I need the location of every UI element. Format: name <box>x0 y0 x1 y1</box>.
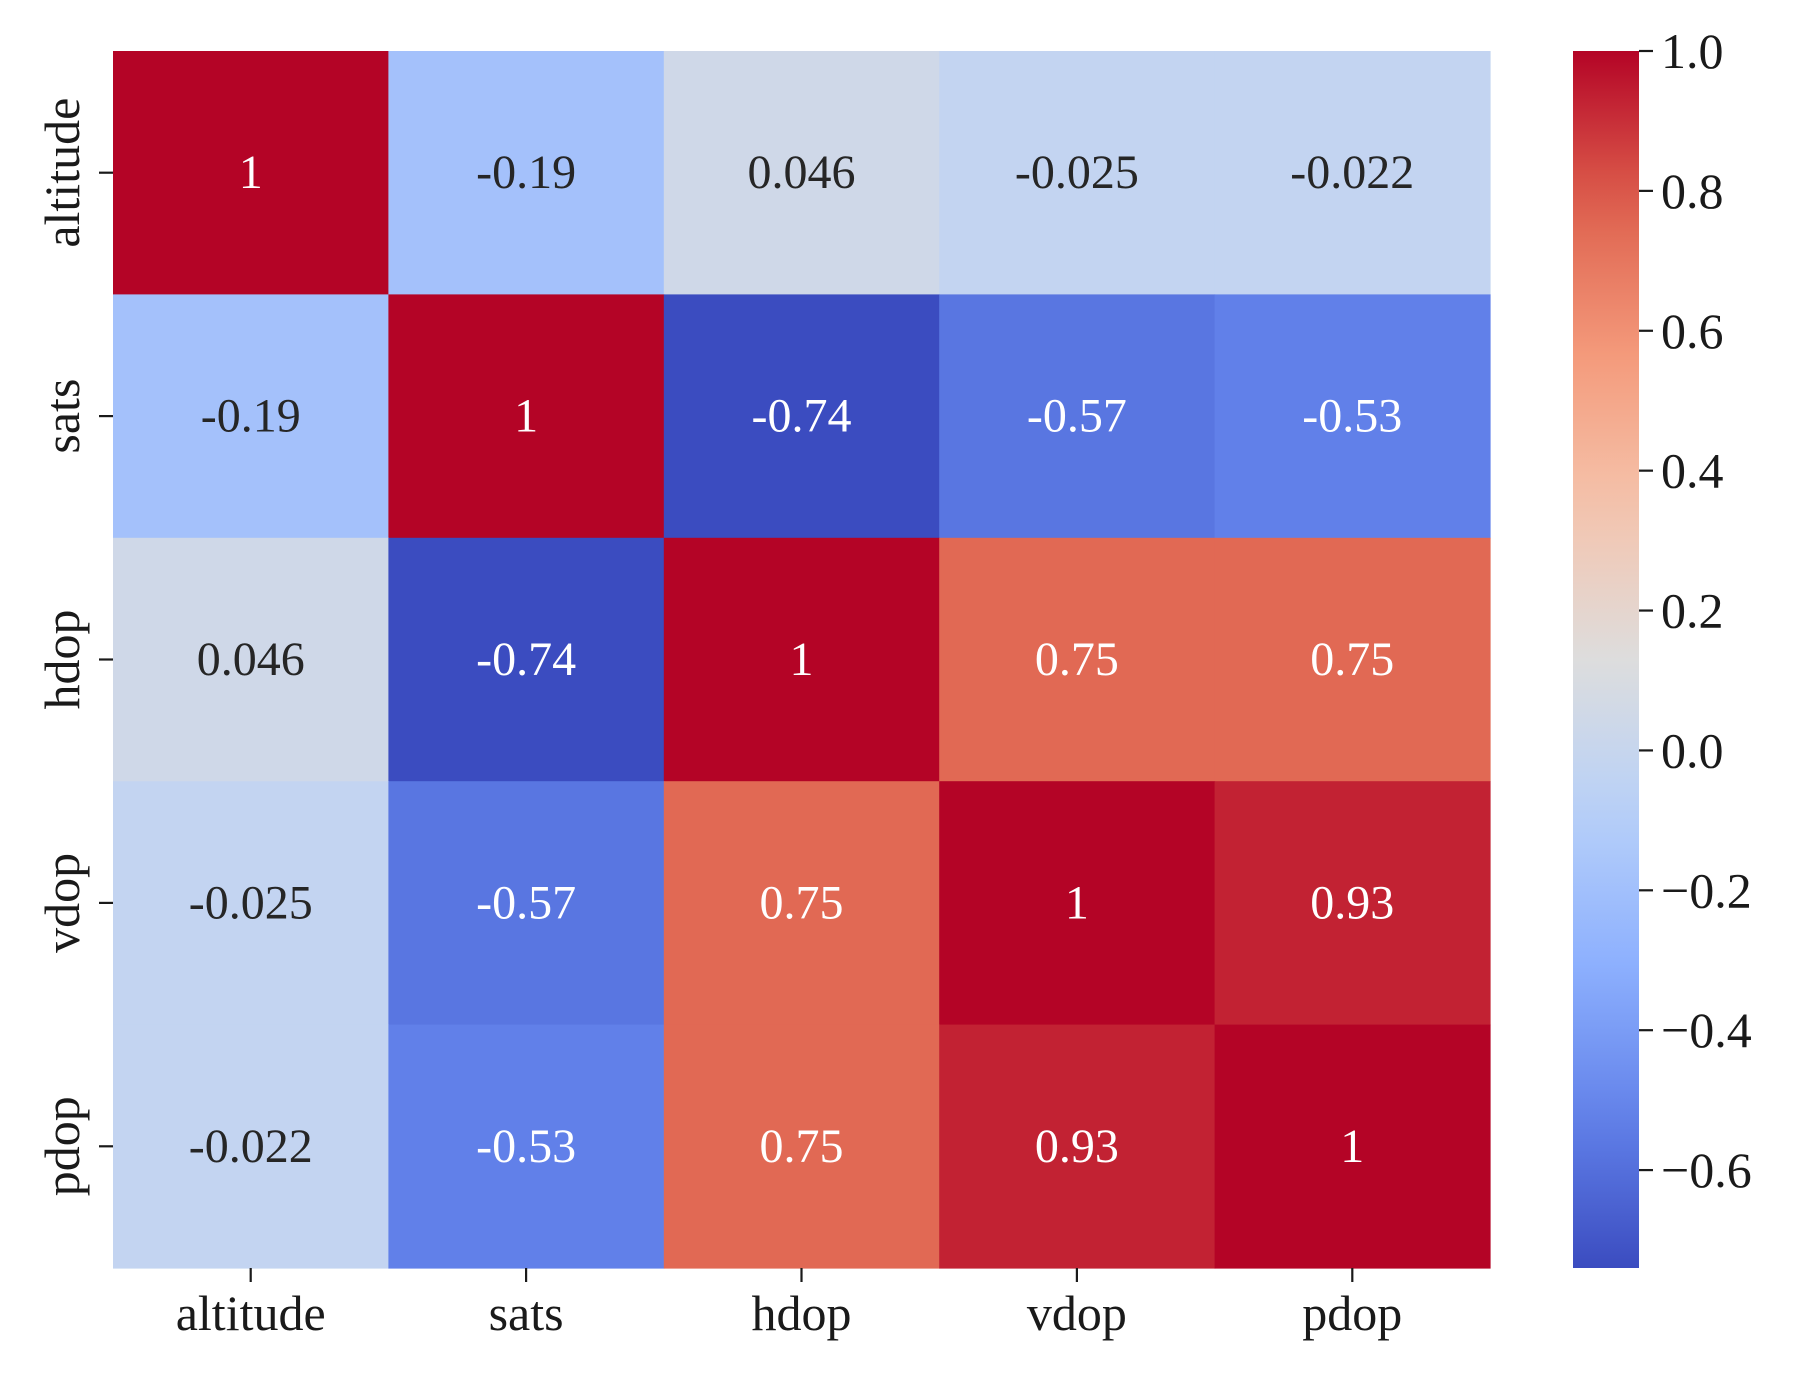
colorbar-tick-label: 0.4 <box>1661 443 1724 499</box>
heatmap-cell-hdop-altitude <box>113 537 389 782</box>
heatmap-cell-vdop-altitude <box>113 781 389 1026</box>
cell-annotation: -0.74 <box>752 390 852 443</box>
colorbar-tick-label: 0.8 <box>1661 163 1724 219</box>
cell-annotation: -0.57 <box>1027 390 1127 443</box>
heatmap-cell-pdop-pdop <box>1214 1024 1491 1269</box>
heatmap-cell-pdop-sats <box>388 1024 665 1269</box>
cell-annotation: 0.75 <box>760 876 844 929</box>
heatmap-cell-altitude-sats <box>388 51 665 295</box>
cell-annotation: 0.046 <box>197 633 305 686</box>
heatmap-cell-altitude-pdop <box>1214 51 1491 295</box>
heatmap-cell-altitude-altitude <box>113 51 389 295</box>
y-tick-label: sats <box>34 379 90 454</box>
heatmap-cell-pdop-hdop <box>663 1024 940 1269</box>
cell-annotation: -0.53 <box>476 1120 576 1173</box>
heatmap-cell-pdop-altitude <box>113 1024 389 1269</box>
cell-annotation: 0.75 <box>1035 633 1119 686</box>
colorbar-tick-label: 0.6 <box>1661 303 1724 359</box>
heatmap-cell-sats-vdop <box>939 294 1216 539</box>
heatmap-cells: 1 -0.19 0.046 -0.025 -0.022 -0.19 1 -0.74 -0.57 -… <box>113 51 1491 1269</box>
heatmap-cell-hdop-vdop <box>939 537 1216 782</box>
colorbar-tick-label: 0.0 <box>1661 722 1724 778</box>
heatmap-cell-altitude-vdop <box>939 51 1216 295</box>
cell-annotation: -0.19 <box>476 146 576 199</box>
cell-annotation: 0.75 <box>1310 633 1394 686</box>
cell-annotation: 0.046 <box>748 146 856 199</box>
x-tick-label: altitude <box>176 1285 326 1341</box>
heatmap-cell-sats-altitude <box>113 294 389 539</box>
y-axis: altitude sats hdop vdop pdop <box>34 98 113 1196</box>
colorbar-tick-label: −0.2 <box>1661 862 1752 918</box>
cell-annotation: -0.025 <box>1015 146 1139 199</box>
x-tick-label: sats <box>489 1285 564 1341</box>
heatmap-cell-vdop-sats <box>388 781 665 1026</box>
cell-annotation: 1 <box>514 390 538 443</box>
cell-annotation: 0.93 <box>1035 1120 1119 1173</box>
x-tick-label: vdop <box>1027 1285 1127 1341</box>
cell-annotation: 1 <box>790 633 814 686</box>
heatmap-cell-sats-pdop <box>1214 294 1491 539</box>
cell-annotation: -0.025 <box>189 876 313 929</box>
colorbar-tick-label: −0.4 <box>1661 1002 1752 1058</box>
heatmap-cell-hdop-hdop <box>663 537 940 782</box>
colorbar-tick-label: 1.0 <box>1661 23 1724 79</box>
cell-annotation: -0.57 <box>476 876 576 929</box>
y-tick-label: altitude <box>34 98 90 248</box>
cell-annotation: -0.74 <box>476 633 576 686</box>
colorbar-tick-label: −0.6 <box>1661 1142 1752 1198</box>
cell-annotation: -0.53 <box>1302 390 1402 443</box>
heatmap-cell-vdop-pdop <box>1214 781 1491 1026</box>
x-axis: altitude sats hdop vdop pdop <box>176 1268 1402 1341</box>
heatmap-cell-sats-hdop <box>663 294 940 539</box>
y-tick-label: hdop <box>34 610 90 710</box>
heatmap-cell-hdop-sats <box>388 537 665 782</box>
heatmap-cell-pdop-vdop <box>939 1024 1216 1269</box>
colorbar-tick-label: 0.2 <box>1661 583 1724 639</box>
cell-annotation: -0.19 <box>201 390 301 443</box>
colorbar <box>1573 51 1639 1268</box>
cell-annotation: 1 <box>1065 876 1089 929</box>
heatmap-cell-altitude-hdop <box>663 51 940 295</box>
heatmap-cell-vdop-hdop <box>663 781 940 1026</box>
x-tick-label: hdop <box>752 1285 852 1341</box>
cell-annotation: -0.022 <box>189 1120 313 1173</box>
y-tick-label: vdop <box>34 853 90 953</box>
cell-annotation: 1 <box>239 146 263 199</box>
cell-annotation: 0.93 <box>1310 876 1394 929</box>
cell-annotation: -0.022 <box>1290 146 1414 199</box>
heatmap-cell-sats-sats <box>388 294 665 539</box>
x-tick-label: pdop <box>1302 1285 1402 1341</box>
colorbar-axis: 1.0 0.8 0.6 0.4 0.2 0.0 −0.2 −0.4 −0.6 <box>1639 23 1752 1198</box>
y-tick-label: pdop <box>34 1096 90 1196</box>
heatmap-cell-vdop-vdop <box>939 781 1216 1026</box>
heatmap-cell-hdop-pdop <box>1214 537 1491 782</box>
cell-annotation: 0.75 <box>760 1120 844 1173</box>
cell-annotation: 1 <box>1340 1120 1364 1173</box>
